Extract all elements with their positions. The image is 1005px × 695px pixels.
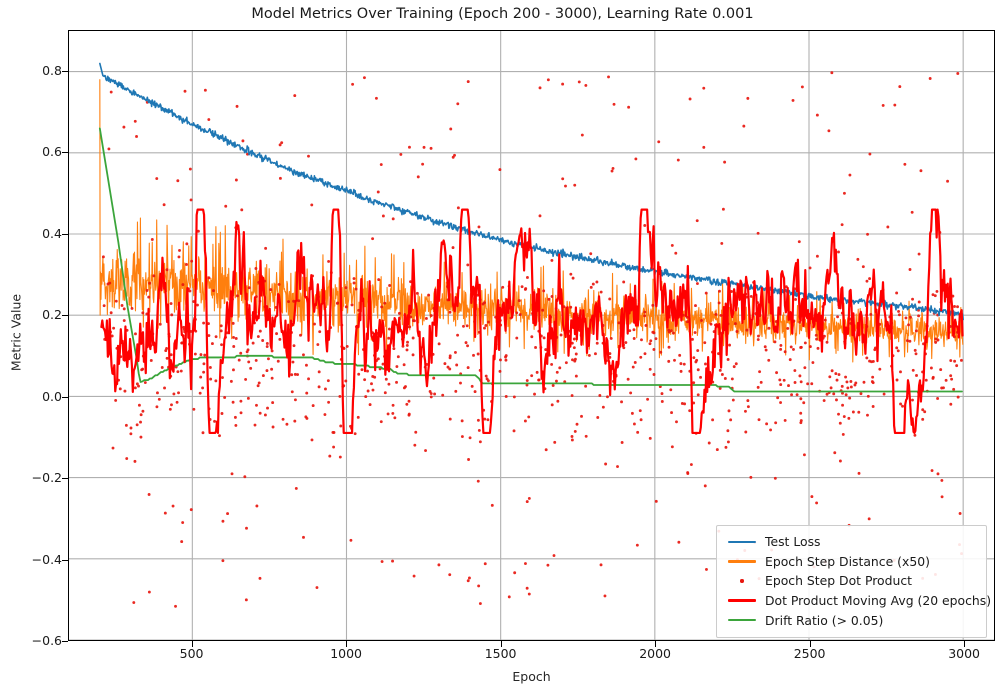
legend-label: Dot Product Moving Avg (20 epochs) [765,593,992,609]
y-tick-label: 0.4 [42,225,62,241]
y-tick-label: 0.0 [42,388,62,404]
y-tick-label: −0.2 [31,470,62,486]
y-tick-mark [62,233,68,235]
series-drift-ratio [98,127,963,393]
y-tick-mark [62,559,68,561]
y-tick-label: 0.6 [42,144,62,160]
legend-label: Epoch Step Distance (x50) [765,553,930,569]
y-axis-tick-labels: 0.8 0.6 0.4 0.2 0.0 −0.2 −0.4 −0.6 [0,0,62,695]
y-tick-mark [62,641,68,643]
legend-item[interactable]: Epoch Step Distance (x50) [725,552,978,572]
chart-legend: Test Loss Epoch Step Distance (x50) Epoch … [716,525,991,638]
x-tick-label: 3000 [948,646,980,661]
legend-swatch-dot-icon [725,579,759,583]
legend-label: Test Loss [765,534,821,550]
x-tick-mark [500,641,502,647]
x-tick-label: 1500 [484,646,517,661]
x-tick-label: 1000 [330,646,362,661]
y-tick-mark [62,478,68,480]
x-tick-label: 2500 [793,646,826,661]
x-axis-label: Epoch [512,669,551,684]
y-tick-mark [62,152,68,154]
series-dot-product-moving-avg [100,208,964,435]
legend-swatch-line-icon [725,599,759,603]
legend-label: Drift Ratio (> 0.05) [765,612,884,628]
legend-swatch-line-icon [725,618,759,622]
legend-marker-line [728,599,756,603]
y-tick-mark [62,396,68,398]
x-tick-label: 2000 [639,646,671,661]
y-tick-label: 0.2 [42,307,62,323]
y-tick-mark [62,70,68,72]
x-tick-mark [964,641,966,647]
legend-marker-line [728,618,756,622]
y-tick-mark [62,315,68,317]
x-tick-mark [191,641,193,647]
legend-item[interactable]: Dot Product Moving Avg (20 epochs) [725,591,991,611]
legend-item[interactable]: Drift Ratio (> 0.05) [725,610,978,630]
x-tick-mark [346,641,348,647]
legend-swatch-line-icon [725,560,759,563]
chart-title: Model Metrics Over Training (Epoch 200 -… [251,6,754,22]
legend-item[interactable]: Test Loss [725,532,978,552]
y-tick-label: −0.4 [31,551,62,567]
legend-swatch-line-icon [725,540,759,543]
y-tick-label: 0.8 [42,62,62,78]
legend-marker-dot [740,579,744,583]
legend-marker-line [728,560,756,563]
x-tick-label: 500 [179,646,204,661]
y-tick-label: −0.6 [31,633,62,648]
legend-marker-line [728,540,756,543]
legend-item[interactable]: Epoch Step Dot Product [725,571,978,591]
x-tick-mark [809,641,811,647]
plot-canvas [69,31,994,640]
x-tick-mark [655,641,657,647]
legend-label: Epoch Step Dot Product [765,573,912,589]
